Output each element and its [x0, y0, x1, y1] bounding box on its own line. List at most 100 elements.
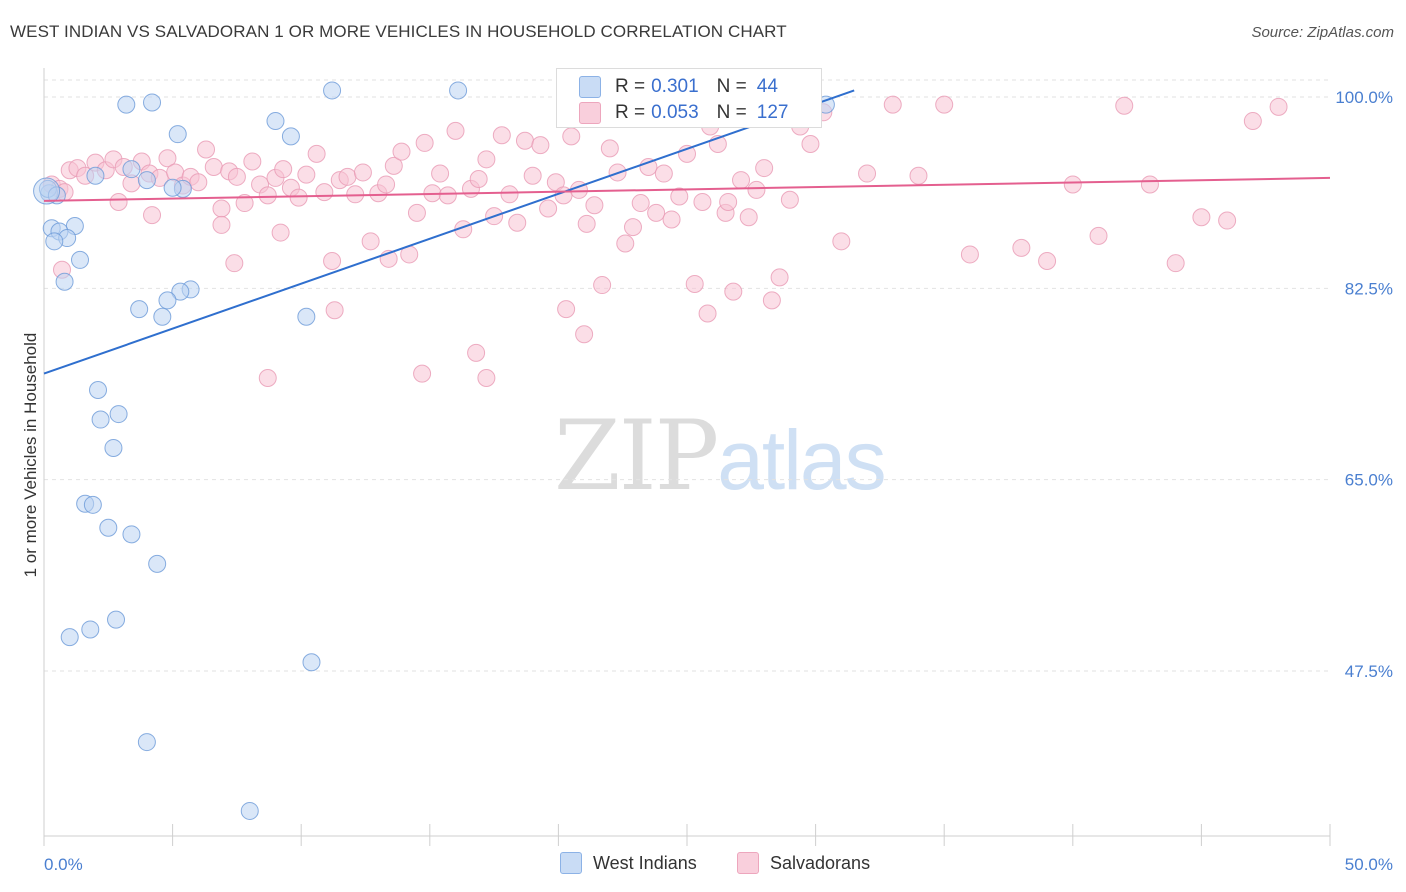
trend-lines	[43, 89, 1331, 375]
west-indian-point	[143, 93, 162, 112]
west-indian-point	[33, 177, 61, 205]
west-indian-point	[148, 554, 167, 573]
salvadoran-point	[477, 368, 496, 387]
west-indian-point	[297, 307, 316, 326]
west-indian-point	[449, 81, 468, 100]
salvadoran-point	[1038, 252, 1057, 270]
legend-n-value: 44	[756, 76, 778, 97]
salvadoran-point	[438, 186, 457, 205]
west-indian-trend-line	[43, 89, 855, 375]
west-indian-point	[91, 410, 110, 429]
legend-label-salvadorans: Salvadorans	[770, 852, 871, 873]
west-indian-point	[60, 628, 79, 647]
salvadoran-point	[353, 163, 372, 182]
legend-r-value: 0.053	[651, 102, 699, 123]
legend-row-west-indians: R = 0.301 N = 44	[579, 74, 778, 100]
salvadoran-point	[670, 187, 689, 206]
salvadoran-point	[698, 304, 717, 323]
salvadoran-point	[1012, 238, 1031, 257]
legend-series: West Indians Salvadorans	[0, 852, 1406, 878]
salvadoran-point	[469, 170, 488, 188]
legend-item-west-indians[interactable]: West Indians	[560, 852, 697, 874]
y-tick-label: 100.0%	[1335, 88, 1393, 107]
salvadoran-point	[747, 180, 766, 199]
salvadoran-point	[577, 214, 596, 233]
salvadoran-point	[623, 218, 642, 237]
salvadoran-point	[1166, 254, 1185, 273]
salvadoran-point	[446, 121, 465, 140]
source-label: Source: ZipAtlas.com	[1251, 24, 1394, 41]
legend-stats: R = 0.301 N = 44 R = 0.053 N = 127	[556, 68, 822, 128]
salvadoran-point	[1269, 97, 1288, 116]
west-indian-point	[158, 291, 177, 310]
salvadoran-point	[258, 186, 277, 205]
salvadoran-point	[1192, 208, 1211, 227]
salvadoran-point	[647, 203, 666, 222]
salvadoran-point	[523, 166, 542, 185]
x-tick-label-max: 50.0%	[1345, 855, 1393, 874]
salvadoran-points	[42, 95, 1288, 387]
salvadoran-point	[654, 164, 673, 183]
salvadoran-point	[158, 149, 177, 168]
west-indian-point	[302, 653, 321, 672]
salvadoran-point	[297, 165, 316, 184]
salvadoran-point	[755, 159, 774, 178]
salvadoran-point	[258, 368, 277, 387]
salvadoran-point	[189, 173, 208, 192]
west-indian-point	[89, 381, 108, 400]
salvadoran-point	[762, 291, 781, 310]
salvadoran-point	[1140, 175, 1159, 194]
salvadoran-point	[575, 325, 594, 344]
salvadoran-point	[531, 136, 550, 155]
salvadoran-point	[960, 245, 979, 264]
west-indian-point	[107, 610, 126, 629]
salvadoran-point	[693, 192, 712, 211]
salvadoran-point	[467, 343, 486, 362]
legend-r-label: R =	[615, 102, 646, 123]
salvadoran-point	[832, 232, 851, 251]
west-indian-point	[266, 112, 285, 131]
salvadoran-point	[770, 268, 789, 287]
salvadoran-point	[323, 252, 342, 270]
salvadoran-point	[1218, 211, 1237, 230]
west-indian-point	[109, 405, 128, 424]
salvadoran-point	[212, 215, 231, 234]
salvadoran-point	[271, 223, 290, 242]
salvadoran-point	[361, 232, 380, 251]
west-indian-points	[33, 81, 835, 820]
west-indian-point	[171, 282, 190, 301]
salvadoran-point	[325, 301, 344, 320]
salvadoran-point	[780, 190, 799, 209]
west-indian-point	[99, 518, 118, 537]
salvadoran-point	[243, 152, 262, 171]
salvadoran-point	[616, 234, 635, 253]
chart-title: WEST INDIAN VS SALVADORAN 1 OR MORE VEHI…	[10, 22, 787, 41]
west-indian-point	[45, 232, 64, 251]
west-indian-point	[130, 300, 149, 319]
west-indian-point	[83, 495, 102, 514]
salvadoran-point	[593, 276, 612, 295]
salvadoran-point	[909, 166, 928, 185]
salvadoran-point	[377, 175, 396, 194]
salvadoran-point	[197, 140, 216, 159]
salvadoran-point	[557, 300, 576, 319]
west-indian-point	[153, 307, 172, 326]
west-indian-point	[281, 127, 300, 146]
salvadoran-point	[515, 131, 534, 150]
west-indian-point	[137, 171, 156, 190]
legend-item-salvadorans[interactable]: Salvadorans	[737, 852, 870, 874]
west-indian-point	[137, 733, 156, 752]
salvadoran-point	[1089, 226, 1108, 245]
salvadoran-point	[685, 274, 704, 293]
salvadoran-point	[204, 157, 223, 176]
salvadoran-point	[600, 139, 619, 158]
salvadoran-point	[415, 133, 434, 152]
legend-r-label: R =	[615, 76, 646, 97]
west-indian-point	[122, 525, 141, 544]
west-indian-point	[168, 125, 187, 144]
salvadoran-point	[407, 203, 426, 222]
salvadoran-point	[585, 196, 604, 215]
salvadoran-point	[1115, 96, 1134, 115]
salvadoran-point	[274, 160, 293, 179]
legend-swatch-salvadorans	[737, 852, 759, 874]
